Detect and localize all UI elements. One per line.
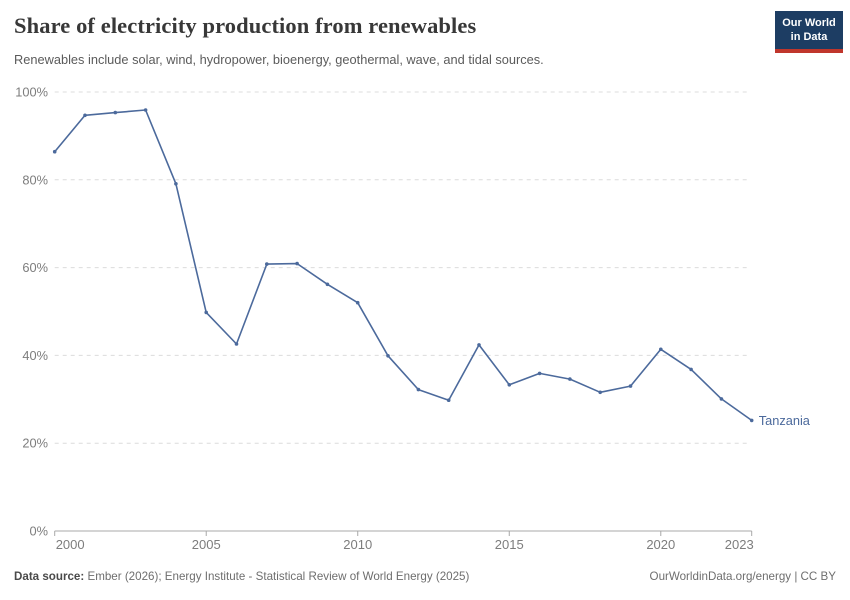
data-point[interactable] (416, 387, 421, 392)
data-point[interactable] (295, 261, 299, 266)
y-tick-label: 60% (22, 260, 48, 275)
data-source-label: Data source: (14, 570, 85, 583)
y-tick-label: 100% (15, 85, 48, 100)
x-tick-label: 2015 (495, 537, 524, 552)
data-source-text: Ember (2026); Energy Institute - Statist… (84, 570, 470, 583)
y-tick-label: 80% (22, 172, 48, 187)
data-point[interactable] (446, 398, 451, 403)
x-tick-label: 2010 (343, 537, 372, 552)
entity-label[interactable]: Tanzania (759, 413, 811, 428)
y-tick-label: 20% (22, 436, 48, 451)
data-source-note: Data source: Ember (2026); Energy Instit… (14, 569, 469, 584)
data-point[interactable] (689, 367, 693, 372)
chart-footer: Data source: Ember (2026); Energy Instit… (14, 569, 836, 584)
data-point[interactable] (477, 343, 481, 347)
data-point[interactable] (113, 110, 118, 115)
owid-logo-line2: in Data (790, 30, 828, 43)
data-point[interactable] (204, 310, 208, 315)
data-point[interactable] (598, 390, 602, 395)
data-point[interactable] (749, 418, 754, 423)
data-point[interactable] (659, 347, 663, 352)
x-tick-label: 2020 (646, 537, 675, 552)
data-point[interactable] (355, 300, 360, 305)
data-point[interactable] (628, 384, 633, 388)
data-point[interactable] (52, 149, 57, 154)
x-tick-label: 2005 (192, 537, 221, 552)
data-point[interactable] (507, 383, 512, 387)
data-point[interactable] (325, 282, 330, 287)
data-point[interactable] (537, 371, 542, 376)
data-point[interactable] (386, 354, 390, 358)
x-tick-label: 2000 (56, 537, 85, 552)
data-point[interactable] (83, 113, 87, 118)
owid-logo-line1: Our World (782, 17, 836, 29)
data-point[interactable] (265, 262, 269, 266)
credit-link[interactable]: OurWorldinData.org/energy | CC BY (649, 570, 836, 583)
page-title: Share of electricity production from ren… (14, 13, 477, 38)
data-point[interactable] (174, 182, 178, 186)
owid-logo[interactable]: Our World in Data (775, 11, 843, 53)
page-subtitle: Renewables include solar, wind, hydropow… (14, 52, 544, 67)
y-tick-label: 40% (22, 348, 48, 363)
data-point[interactable] (143, 108, 148, 112)
data-point[interactable] (234, 342, 239, 346)
y-tick-label: 0% (30, 524, 49, 539)
data-point[interactable] (568, 377, 572, 381)
series-line[interactable] (53, 109, 753, 422)
data-point[interactable] (719, 397, 724, 401)
x-tick-label: 2023 (725, 537, 754, 552)
